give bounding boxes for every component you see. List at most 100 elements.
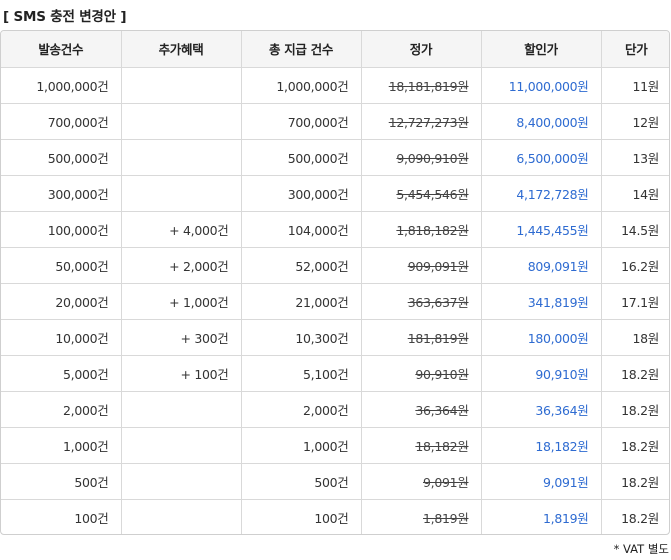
cell-unit-price: 13원 [601,139,669,176]
cell-sale-price: 4,172,728원 [481,175,602,212]
table-row: 10,000건 + 300건 10,300건 181,819원 180,000원 18원 [1,319,669,356]
cell-total-count: 500,000건 [241,139,362,176]
cell-total-count: 500건 [241,463,362,500]
cell-bonus [121,67,242,104]
header-unit-price: 단가 [601,31,669,68]
cell-unit-price: 18.2원 [601,427,669,464]
cell-send-count: 100건 [1,499,122,534]
cell-sale-price: 180,000원 [481,319,602,356]
header-sale-price: 할인가 [481,31,602,68]
header-send-count: 발송건수 [1,31,122,68]
cell-total-count: 52,000건 [241,247,362,284]
cell-sale-price: 809,091원 [481,247,602,284]
table-row: 700,000건 700,000건 12,727,273원 8,400,000원 12원 [1,103,669,140]
pricing-table-container: 발송건수 추가혜택 총 지급 건수 정가 할인가 단가 1,000,000건 1,… [0,30,670,535]
cell-bonus: + 100건 [121,355,242,392]
vat-footnote: * VAT 별도 [613,542,669,556]
cell-list-price: 909,091원 [361,247,482,284]
cell-unit-price: 17.1원 [601,283,669,320]
cell-bonus: + 4,000건 [121,211,242,248]
cell-sale-price: 1,819원 [481,499,602,534]
cell-total-count: 300,000건 [241,175,362,212]
header-total-count: 총 지급 건수 [241,31,362,68]
cell-send-count: 50,000건 [1,247,122,284]
cell-unit-price: 14원 [601,175,669,212]
cell-total-count: 10,300건 [241,319,362,356]
cell-send-count: 1,000,000건 [1,67,122,104]
table-row: 5,000건 + 100건 5,100건 90,910원 90,910원 18.2원 [1,355,669,392]
cell-total-count: 2,000건 [241,391,362,428]
header-list-price: 정가 [361,31,482,68]
cell-unit-price: 18원 [601,319,669,356]
cell-sale-price: 11,000,000원 [481,67,602,104]
cell-sale-price: 90,910원 [481,355,602,392]
cell-unit-price: 12원 [601,103,669,140]
cell-bonus [121,139,242,176]
cell-total-count: 1,000,000건 [241,67,362,104]
cell-send-count: 500,000건 [1,139,122,176]
cell-bonus: + 300건 [121,319,242,356]
cell-list-price: 5,454,546원 [361,175,482,212]
cell-bonus [121,175,242,212]
cell-list-price: 9,090,910원 [361,139,482,176]
cell-unit-price: 18.2원 [621,510,659,526]
cell-send-count: 5,000건 [1,355,122,392]
cell-list-price: 363,637원 [361,283,482,320]
page-title: [ SMS 충전 변경안 ] [3,9,127,25]
cell-unit-price: 14.5원 [601,211,669,248]
cell-send-count: 10,000건 [1,319,122,356]
cell-bonus [121,391,242,428]
cell-sale-price: 6,500,000원 [481,139,602,176]
cell-bonus: + 1,000건 [121,283,242,320]
cell-bonus [121,103,242,140]
table-row: 2,000건 2,000건 36,364원 36,364원 18.2원 [1,391,669,428]
cell-list-price: 18,182원 [361,427,482,464]
cell-list-price: 9,091원 [361,463,482,500]
cell-unit-price: 18.2원 [601,463,669,500]
cell-total-count: 700,000건 [241,103,362,140]
table-row: 20,000건 + 1,000건 21,000건 363,637원 341,819원 17… [1,283,669,320]
cell-sale-price: 8,400,000원 [481,103,602,140]
cell-bonus [121,427,242,464]
cell-sale-price: 18,182원 [481,427,602,464]
cell-list-price: 18,181,819원 [361,67,482,104]
cell-unit-price: 18.2원 [601,391,669,428]
cell-send-count: 1,000건 [1,427,122,464]
cell-total-count: 21,000건 [241,283,362,320]
table-row: 500,000건 500,000건 9,090,910원 6,500,000원 13원 [1,139,669,176]
header-bonus: 추가혜택 [121,31,242,68]
table-row: 50,000건 + 2,000건 52,000건 909,091원 809,091원 16… [1,247,669,284]
cell-total-count: 104,000건 [241,211,362,248]
cell-sale-price: 1,445,455원 [481,211,602,248]
pricing-table: 발송건수 추가혜택 총 지급 건수 정가 할인가 단가 1,000,000건 1,… [1,31,669,534]
table-row: 300,000건 300,000건 5,454,546원 4,172,728원 14원 [1,175,669,212]
cell-bonus: + 2,000건 [121,247,242,284]
table-header-row: 발송건수 추가혜택 총 지급 건수 정가 할인가 단가 [1,31,669,68]
cell-send-count: 20,000건 [1,283,122,320]
cell-total-count: 100건 [241,499,362,534]
cell-list-price: 1,818,182원 [361,211,482,248]
cell-send-count: 300,000건 [1,175,122,212]
cell-send-count: 700,000건 [1,103,122,140]
cell-list-price: 181,819원 [361,319,482,356]
cell-unit-price: 11원 [601,67,669,104]
cell-list-price: 36,364원 [361,391,482,428]
table-row: 1,000,000건 1,000,000건 18,181,819원 11,000,00… [1,67,669,104]
cell-list-price: 1,819원 [361,499,482,534]
cell-bonus [121,499,242,534]
cell-bonus [121,463,242,500]
cell-total-count: 1,000건 [241,427,362,464]
cell-sale-price: 36,364원 [481,391,602,428]
table-body: 1,000,000건 1,000,000건 18,181,819원 11,000,00… [1,67,669,534]
cell-send-count: 2,000건 [1,391,122,428]
cell-unit-price: 18.2원 [601,355,669,392]
cell-unit-price: 16.2원 [601,247,669,284]
table-row: 1,000건 1,000건 18,182원 18,182원 18.2원 [1,427,669,464]
cell-send-count: 100,000건 [1,211,122,248]
cell-send-count: 500건 [1,463,122,500]
table-row: 100,000건 + 4,000건 104,000건 1,818,182원 1,445,… [1,211,669,248]
cell-total-count: 5,100건 [241,355,362,392]
table-row: 100건 100건 1,819원 1,819원 18.2원 [1,499,669,534]
cell-sale-price: 341,819원 [481,283,602,320]
